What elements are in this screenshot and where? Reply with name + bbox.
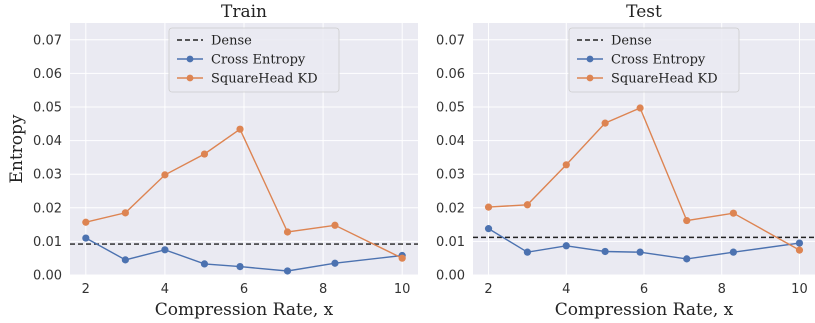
y-tick-label: 0.03 bbox=[436, 168, 465, 183]
data-point-cross-entropy bbox=[200, 260, 209, 268]
y-tick-label: 0.02 bbox=[33, 201, 62, 216]
x-tick-label: 4 bbox=[562, 282, 570, 297]
legend-label: SquareHead KD bbox=[211, 72, 318, 87]
data-point-squarehead-kd bbox=[601, 119, 609, 127]
x-tick-label: 6 bbox=[640, 282, 648, 297]
data-point-cross-entropy bbox=[601, 247, 609, 256]
x-tick-label: 8 bbox=[718, 282, 726, 297]
data-point-cross-entropy bbox=[683, 255, 691, 263]
x-tick-label: 4 bbox=[161, 282, 169, 297]
data-point-squarehead-kd bbox=[729, 209, 737, 217]
y-tick-label: 0.02 bbox=[436, 201, 465, 216]
legend-marker bbox=[186, 55, 194, 63]
data-point-cross-entropy bbox=[161, 246, 169, 254]
data-point-cross-entropy bbox=[795, 239, 804, 247]
data-point-squarehead-kd bbox=[236, 125, 244, 133]
series-line-cross-entropy bbox=[85, 237, 403, 272]
data-point-cross-entropy bbox=[523, 248, 532, 256]
series-line-squarehead-kd bbox=[488, 107, 800, 251]
data-point-squarehead-kd bbox=[161, 171, 169, 179]
y-tick-label: 0.01 bbox=[436, 235, 465, 250]
legend-label: Dense bbox=[611, 34, 652, 49]
data-point-cross-entropy bbox=[82, 234, 90, 242]
data-point-squarehead-kd bbox=[484, 203, 493, 211]
x-tick-label: 2 bbox=[484, 282, 492, 297]
data-point-cross-entropy bbox=[283, 267, 292, 275]
data-point-cross-entropy bbox=[331, 259, 339, 267]
data-point-cross-entropy bbox=[562, 242, 570, 250]
x-axis-label: Compression Rate, x bbox=[155, 300, 334, 320]
x-tick-label: 8 bbox=[319, 282, 327, 297]
data-point-cross-entropy bbox=[484, 225, 493, 233]
data-point-squarehead-kd bbox=[523, 201, 532, 209]
y-tick-label: 0.01 bbox=[33, 235, 62, 250]
data-point-squarehead-kd bbox=[200, 150, 209, 158]
x-axis-label: Compression Rate, x bbox=[555, 300, 734, 320]
data-point-squarehead-kd bbox=[562, 161, 570, 169]
legend-label: Dense bbox=[211, 34, 252, 49]
x-tick-label: 6 bbox=[240, 282, 248, 297]
legend: Dense Cross Entropy SquareHead KD bbox=[168, 27, 340, 93]
series-line-squarehead-kd bbox=[85, 128, 403, 259]
data-point-squarehead-kd bbox=[283, 228, 292, 236]
y-tick-label: 0.00 bbox=[436, 269, 465, 284]
legend-box bbox=[168, 27, 340, 93]
y-tick-label: 0.04 bbox=[436, 134, 465, 149]
legend: Dense Cross Entropy SquareHead KD bbox=[568, 27, 740, 93]
data-point-squarehead-kd bbox=[795, 246, 804, 254]
data-point-cross-entropy bbox=[236, 263, 244, 271]
y-tick-label: 0.07 bbox=[33, 33, 62, 48]
chart-title: Test bbox=[626, 2, 662, 22]
data-point-squarehead-kd bbox=[636, 104, 644, 112]
data-point-cross-entropy bbox=[636, 248, 644, 256]
y-axis-label: Entropy bbox=[7, 114, 27, 183]
chart-title: Train bbox=[221, 2, 267, 22]
x-tick-label: 10 bbox=[394, 282, 411, 297]
y-tick-label: 0.00 bbox=[33, 269, 62, 284]
plot-marks bbox=[473, 104, 815, 263]
x-tick-label: 2 bbox=[82, 282, 90, 297]
data-point-squarehead-kd bbox=[398, 254, 406, 262]
series-line-cross-entropy bbox=[488, 228, 800, 260]
plot-marks bbox=[70, 125, 418, 275]
panel-test: 2 4 6 8 10 0.00 0.01 0.02 0.03 0.04 0.05 0.06 0.07 Te… bbox=[436, 2, 815, 320]
data-point-squarehead-kd bbox=[683, 216, 691, 225]
x-tick-label: 10 bbox=[791, 282, 808, 297]
legend-label: Cross Entropy bbox=[611, 53, 706, 68]
data-point-squarehead-kd bbox=[331, 221, 339, 229]
legend-label: SquareHead KD bbox=[611, 72, 718, 87]
y-tick-label: 0.06 bbox=[436, 67, 465, 82]
y-tick-label: 0.03 bbox=[33, 168, 62, 183]
data-point-squarehead-kd bbox=[121, 209, 129, 217]
y-tick-label: 0.07 bbox=[436, 33, 465, 48]
y-tick-label: 0.04 bbox=[33, 134, 62, 149]
data-point-cross-entropy bbox=[121, 256, 129, 264]
legend-box bbox=[568, 27, 740, 93]
legend-label: Cross Entropy bbox=[211, 53, 306, 68]
data-point-squarehead-kd bbox=[82, 218, 90, 226]
legend-marker bbox=[586, 74, 594, 82]
y-tick-label: 0.05 bbox=[33, 101, 62, 116]
y-tick-label: 0.05 bbox=[436, 101, 465, 116]
y-tick-label: 0.06 bbox=[33, 67, 62, 82]
legend-marker bbox=[186, 74, 194, 82]
legend-marker bbox=[586, 55, 594, 63]
panel-train: 2 4 6 8 10 0.00 0.01 0.02 0.03 0.04 0.05 0.06 0.07 Tr… bbox=[7, 2, 418, 320]
data-point-cross-entropy bbox=[729, 248, 737, 256]
